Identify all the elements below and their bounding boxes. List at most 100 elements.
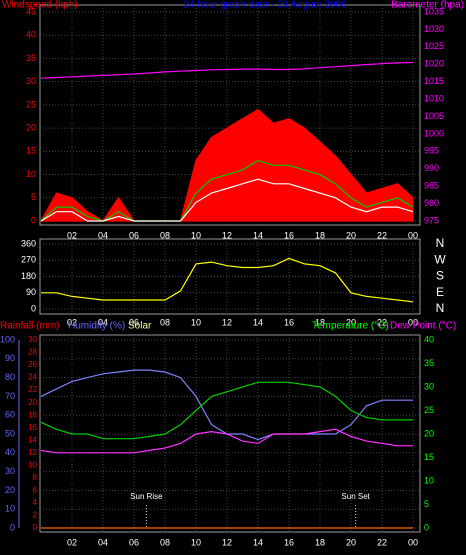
y-tick-label: 40 (5, 447, 15, 457)
x-tick-label: 00 (408, 537, 418, 547)
x-tick-label: 12 (222, 230, 232, 240)
x-tick-label: 10 (191, 537, 201, 547)
y3-tick-label: 16 (28, 423, 37, 432)
y-tick-label: 270 (21, 255, 36, 265)
x-tick-label: 14 (253, 317, 263, 327)
y-axis-label: Windspeed (kph) (2, 0, 78, 11)
x-tick-label: 20 (346, 317, 356, 327)
y2-tick-label: 15 (424, 452, 434, 462)
x-tick-label: 04 (98, 537, 108, 547)
y-tick-label: 90 (26, 287, 36, 297)
x-tick-label: 04 (98, 317, 108, 327)
y2-tick-label: 1025 (424, 41, 444, 51)
y3-tick-label: 2 (33, 511, 38, 520)
y3-tick-label: 28 (28, 348, 37, 357)
series-line (40, 381, 413, 440)
y3-tick-label: 0 (33, 523, 38, 532)
y3-tick-label: 24 (28, 373, 37, 382)
x-tick-label: 22 (377, 317, 387, 327)
y2-tick-label: 1000 (424, 128, 444, 138)
y-tick-label: 30 (5, 466, 15, 476)
annotation-label: Sun Set (341, 492, 370, 501)
y2-tick-label: W (434, 252, 446, 266)
y2-tick-label: 5 (424, 499, 429, 509)
x-tick-label: 12 (222, 537, 232, 547)
y2-tick-label: 985 (424, 181, 439, 191)
y2-tick-label: N (436, 301, 445, 315)
y3-tick-label: 22 (28, 385, 37, 394)
x-tick-label: 06 (129, 317, 139, 327)
y2-tick-label: 0 (424, 522, 429, 532)
x-tick-label: 16 (284, 230, 294, 240)
plot-frame (39, 4, 421, 226)
y-tick-label: 0 (31, 215, 36, 225)
y2-tick-label: N (436, 236, 445, 250)
y2-tick-label: 995 (424, 146, 439, 156)
x-tick-label: 18 (315, 230, 325, 240)
x-tick-label: 14 (253, 537, 263, 547)
y3-tick-label: 10 (28, 460, 37, 469)
series-line (40, 178, 414, 222)
series-label: Rainfall (mm) (0, 321, 59, 332)
x-tick-label: 06 (129, 230, 139, 240)
x-tick-label: 00 (408, 317, 418, 327)
x-tick-label: 06 (129, 537, 139, 547)
chart-title: 24 hour graph data - 19 August 2008 (184, 0, 347, 11)
series-area (39, 108, 414, 222)
y2-tick-label: 1010 (424, 93, 444, 103)
series-line (40, 428, 413, 454)
x-tick-label: 12 (222, 317, 232, 327)
y-tick-label: 0 (31, 303, 36, 313)
y-tick-label: 360 (21, 238, 36, 248)
y2-tick-label: 10 (424, 475, 434, 485)
x-tick-label: 10 (191, 317, 201, 327)
y2-tick-label: 40 (424, 334, 434, 344)
y3-tick-label: 26 (28, 360, 37, 369)
y-tick-label: 15 (26, 146, 36, 156)
y-tick-label: 45 (26, 6, 36, 16)
x-tick-label: 02 (67, 537, 77, 547)
series-label: Humidity (%) (68, 321, 125, 332)
y-tick-label: 100 (0, 334, 15, 344)
x-tick-label: 18 (315, 317, 325, 327)
y2-tick-label: E (436, 285, 444, 299)
x-tick-label: 00 (408, 230, 418, 240)
y3-tick-label: 20 (28, 398, 37, 407)
y-tick-label: 0 (10, 522, 15, 532)
y3-tick-label: 4 (33, 498, 38, 507)
x-tick-label: 02 (67, 317, 77, 327)
annotation-label: Sun Rise (130, 492, 163, 501)
y2-tick-label: S (436, 269, 444, 283)
y-tick-label: 10 (5, 504, 15, 514)
y-tick-label: 80 (5, 372, 15, 382)
y2-tick-label: 1035 (424, 6, 444, 16)
y-tick-label: 90 (5, 353, 15, 363)
y3-tick-label: 14 (28, 435, 37, 444)
x-tick-label: 16 (284, 537, 294, 547)
x-tick-label: 14 (253, 230, 263, 240)
y2-tick-label: 975 (424, 215, 439, 225)
y3-tick-label: 8 (33, 473, 38, 482)
y3-tick-label: 6 (33, 486, 38, 495)
x-tick-label: 20 (346, 537, 356, 547)
y2-tick-label: 980 (424, 198, 439, 208)
x-tick-label: 16 (284, 317, 294, 327)
y2-tick-label: 990 (424, 163, 439, 173)
series-label: Temperature (°C) (312, 321, 389, 332)
series-line (41, 257, 414, 303)
y-tick-label: 5 (31, 192, 36, 202)
y-tick-label: 30 (26, 76, 36, 86)
y2-axis-label: Barometer (hpa) (391, 0, 464, 11)
y-tick-label: 25 (26, 99, 36, 109)
x-tick-label: 22 (377, 230, 387, 240)
y-tick-label: 35 (26, 53, 36, 63)
y2-tick-label: 25 (424, 405, 434, 415)
x-tick-label: 10 (191, 230, 201, 240)
x-tick-label: 18 (315, 537, 325, 547)
x-tick-label: 02 (67, 230, 77, 240)
y3-tick-label: 18 (28, 410, 37, 419)
y-tick-label: 20 (5, 485, 15, 495)
solar-label: Solar (128, 321, 152, 332)
y-tick-label: 20 (26, 122, 36, 132)
